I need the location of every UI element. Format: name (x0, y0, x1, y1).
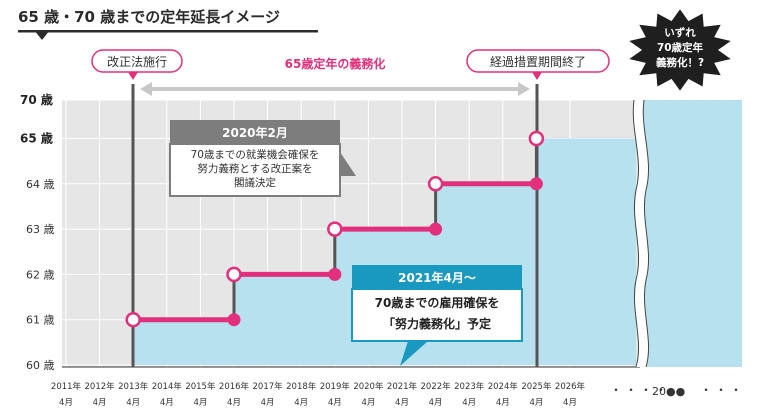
title-pointer (36, 32, 48, 40)
gray-callout-tail (340, 152, 356, 176)
x-tick-year: 2014年 (152, 381, 183, 392)
y-tick-label: 63 歳 (26, 223, 55, 236)
burst-line-2: 70歳定年 (657, 41, 704, 54)
gray-callout-line-2: 努力義務とする改正案を (197, 162, 312, 175)
x-tick-year: 2017年 (253, 381, 284, 392)
gray-callout-line-1: 70歳までの就業機会確保を (191, 148, 320, 161)
x-tick-year: 2012年 (85, 381, 116, 392)
x-tick-month: 4月 (227, 398, 241, 408)
step-start-point-2022 (427, 176, 444, 192)
burst-line-1: いずれ (664, 26, 696, 39)
span-arrow-right-head (518, 82, 530, 96)
x-far-label: 20●● (652, 385, 685, 398)
marker-pointer-2025 (532, 72, 542, 80)
y-tick-label: 62 歳 (26, 268, 55, 281)
x-far-dots-right: ・・・ (700, 383, 745, 397)
span-arrow-left-head (140, 82, 152, 96)
x-tick-month: 4月 (395, 398, 409, 408)
teal-callout-tail (400, 341, 428, 366)
step-line-group (125, 130, 545, 328)
x-tick-year: 2019年 (320, 381, 351, 392)
x-tick-year: 2022年 (421, 381, 452, 392)
x-tick-year: 2018年 (286, 381, 317, 392)
x-tick-year: 2023年 (454, 381, 485, 392)
gray-callout: 2020年2月 70歳までの就業機会確保を 努力義務とする改正案を 閣議決定 (169, 120, 356, 197)
marker-pointer-2013 (128, 72, 138, 80)
x-tick-year: 2015年 (185, 381, 216, 392)
step-start-point-2019 (327, 221, 343, 237)
x-tick-month: 4月 (328, 398, 342, 408)
x-tick-month: 4月 (160, 398, 174, 408)
step-end-point-2025 (529, 177, 543, 191)
x-tick-month: 4月 (59, 398, 73, 408)
gray-callout-title: 2020年2月 (222, 125, 288, 140)
teal-callout-line-1: 70歳までの雇用確保を (375, 295, 500, 310)
x-tick-year: 2021年 (387, 381, 418, 392)
marker-label-2013: 改正法施行 (107, 55, 167, 69)
step-start-point-2013 (125, 311, 141, 328)
x-tick-year: 2026年 (555, 381, 586, 392)
x-tick-month: 4月 (496, 398, 510, 408)
burst-shape (629, 9, 731, 91)
chart-title: 65 歳・70 歳までの定年延長イメージ (18, 8, 280, 26)
step-end-point-2022 (429, 222, 443, 236)
teal-callout-line-2: 「努力義務化」予定 (383, 316, 491, 331)
x-tick-month: 4月 (193, 398, 207, 408)
teal-callout-header (352, 265, 522, 289)
y-tick-label: 61 歳 (26, 314, 55, 327)
title-underline (18, 30, 318, 33)
step-start-point-2025 (528, 130, 545, 147)
x-tick-month: 4月 (429, 398, 443, 408)
axis-break-right (642, 99, 649, 368)
burst-line-3: 義務化！? (656, 56, 704, 69)
x-tick-month: 4月 (126, 398, 140, 408)
teal-callout-title: 2021年4月～ (398, 270, 476, 285)
x-tick-year: 2020年 (353, 381, 384, 392)
step-end-point-2019 (328, 267, 342, 281)
x-tick-month: 4月 (294, 398, 308, 408)
x-tick-month: 4月 (462, 398, 476, 408)
x-tick-month: 4月 (261, 398, 275, 408)
gray-callout-header (170, 120, 340, 144)
x-axis-labels: 2011年 4月 2012年 4月 2013年 4月 2014年 4月 2015年 4月 2016年… (51, 381, 586, 408)
x-tick-month: 4月 (361, 398, 375, 408)
y-axis-labels: 60 歳 61 歳 62 歳 63 歳 64 歳 65 歳 70 歳 (20, 92, 55, 372)
x-tick-year: 2016年 (219, 381, 250, 392)
axis-break-left (632, 99, 639, 368)
marker-label-2025: 経過措置期間終了 (490, 54, 586, 69)
y-tick-label: 64 歳 (26, 178, 55, 191)
step-end-point-2016 (227, 313, 241, 327)
x-tick-year: 2013年 (118, 381, 149, 392)
x-tick-month: 4月 (93, 398, 107, 408)
x-tick-year: 2011年 (51, 381, 82, 392)
x-tick-month: 4月 (563, 398, 577, 408)
future-70-area (641, 100, 742, 367)
axis-break-band (633, 100, 649, 367)
burst-badge: いずれ 70歳定年 義務化！? (629, 9, 731, 91)
y-tick-label: 60 歳 (26, 359, 55, 372)
teal-callout: 2021年4月～ 70歳までの雇用確保を 「努力義務化」予定 (351, 265, 523, 366)
x-far-dots-left: ・・・・ (610, 383, 670, 397)
x-tick-year: 2024年 (488, 381, 519, 392)
y-tick-label: 70 歳 (20, 92, 53, 107)
step-start-point-2016 (226, 266, 242, 283)
gray-callout-body (169, 143, 341, 197)
span-label: 65歳定年の義務化 (285, 56, 386, 71)
y-tick-label: 65 歳 (20, 131, 53, 146)
x-tick-year: 2025年 (521, 381, 552, 392)
teal-callout-body (351, 288, 523, 342)
gray-callout-line-3: 閣議決定 (234, 176, 276, 189)
x-tick-month: 4月 (529, 398, 543, 408)
